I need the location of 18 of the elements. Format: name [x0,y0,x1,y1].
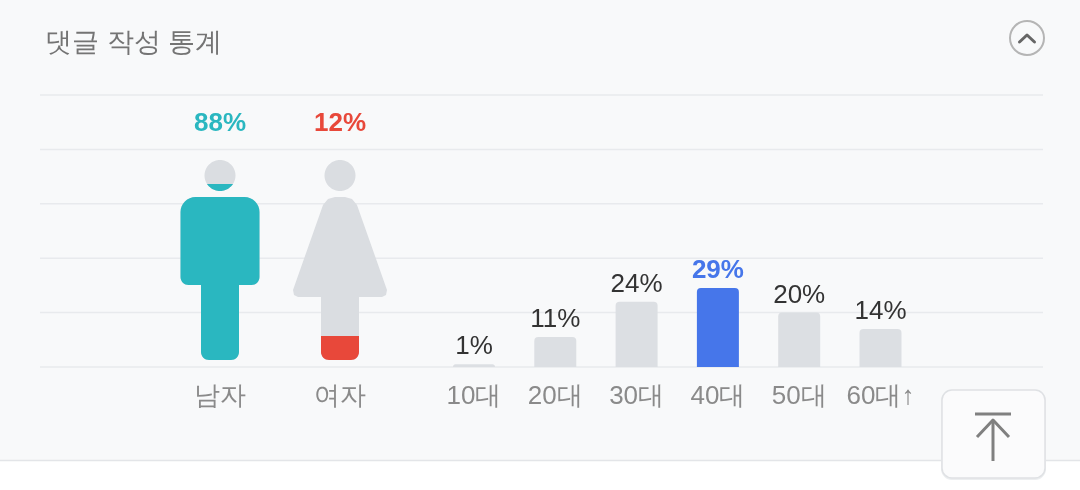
x-tick-label: 30대 [609,380,665,410]
data-label: 1% [455,330,493,361]
bar [696,288,739,367]
x-tick-label: 10대 [446,380,502,410]
data-label: 29% [691,254,744,285]
data-label: 88% [193,107,247,137]
data-label: 14% [854,294,907,325]
data-label: 12% [313,107,367,137]
x-tick-label: 50대 [771,380,827,410]
data-label: 24% [610,267,663,298]
data-label: 11% [530,303,581,334]
x-tick-label: 40대 [690,380,746,410]
x-tick-label: 20대 [527,380,583,410]
x-tick-label: 60대↑ [846,380,915,410]
category-label: 여자 [314,380,366,410]
text: 댓글 작성 통계 [45,27,223,57]
category-label: 남자 [194,380,246,410]
data-label: 20% [773,278,826,309]
